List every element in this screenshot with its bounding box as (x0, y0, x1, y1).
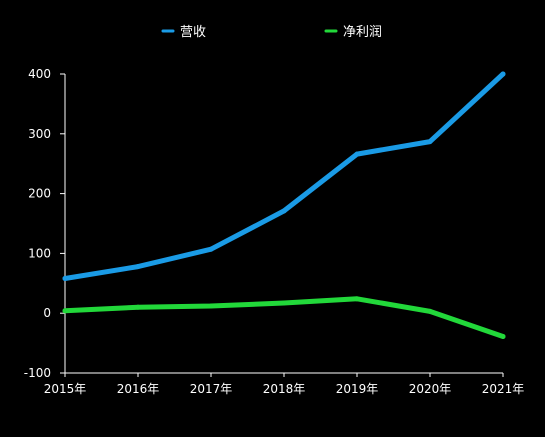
series-point (281, 208, 287, 214)
y-tick-label: -100 (24, 366, 51, 380)
series-point (354, 151, 360, 157)
series-point (427, 139, 433, 145)
x-tick-label: 2017年 (190, 382, 233, 396)
legend-item[interactable]: 净利润 (324, 25, 382, 40)
series-point (500, 71, 506, 77)
plot-area (62, 71, 506, 340)
series-point (208, 303, 214, 309)
x-tick-label: 2020年 (409, 382, 452, 396)
series-point (62, 276, 68, 282)
legend-item[interactable]: 营收 (161, 25, 206, 40)
y-tick-label: 100 (28, 246, 51, 260)
series-point (427, 308, 433, 314)
x-tick-label: 2019年 (336, 382, 379, 396)
legend-label: 营收 (180, 25, 206, 40)
x-tick-label: 2015年 (44, 382, 87, 396)
y-tick-label: 0 (43, 306, 51, 320)
series-point (354, 296, 360, 302)
series-line-0 (62, 71, 506, 281)
y-axis: 400 300 200 100 0 -100 (24, 67, 66, 380)
legend: 营收 净利润 (161, 25, 382, 40)
y-tick-label: 300 (28, 127, 51, 141)
legend-label: 净利润 (343, 25, 382, 40)
series-point (62, 308, 68, 314)
series-point (135, 304, 141, 310)
x-tick-label: 2021年 (482, 382, 525, 396)
series-point (281, 300, 287, 306)
x-tick-label: 2016年 (117, 382, 160, 396)
y-tick-label: 200 (28, 187, 51, 201)
x-axis: 2015年 2016年 2017年 2018年 2019年 2020年 2021年 (44, 372, 525, 396)
series-point (208, 246, 214, 252)
x-tick-label: 2018年 (263, 382, 306, 396)
y-tick-label: 400 (28, 67, 51, 81)
series-point (500, 334, 506, 340)
series-point (135, 264, 141, 270)
